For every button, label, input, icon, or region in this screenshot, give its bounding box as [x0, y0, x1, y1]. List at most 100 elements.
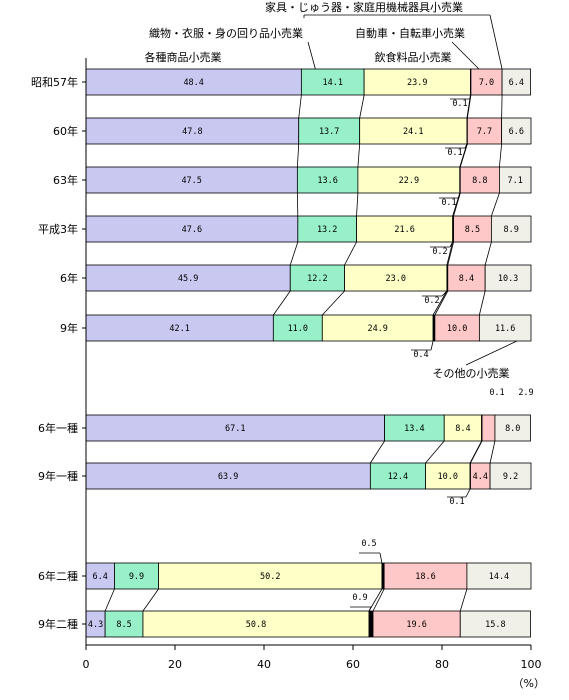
- label-furniture: 家具・じゅう器・家庭用機械器具小売業: [265, 0, 463, 14]
- value-label-h9-food: 24.9: [367, 324, 387, 334]
- value-label-h9-other: 11.6: [495, 324, 515, 334]
- bar-h9-2-furniture: [372, 610, 461, 638]
- bar-h6-1-general: [85, 414, 385, 442]
- value-label-h9-2-auto: 0.9: [352, 593, 367, 603]
- bar-h9-1-textile: [369, 462, 426, 490]
- value-label-h6-2-general: 6.4: [93, 572, 108, 582]
- value-label-s57-other: 6.4: [509, 78, 524, 88]
- bar-h6-other: [484, 264, 532, 292]
- value-label-h9-2-food: 50.8: [246, 620, 266, 630]
- connector-line: [459, 588, 468, 612]
- connector-line: [344, 241, 357, 266]
- category-annotations: 家具・じゅう器・家庭用機械器具小売業 織物・衣服・身の回り品小売業 自動車・自転…: [145, 0, 546, 690]
- bar-h6-1-furniture: [481, 414, 496, 442]
- x-tick-label: 20: [168, 658, 182, 671]
- value-label-h9-1-textile: 12.4: [388, 472, 408, 482]
- value-label-s60-general: 47.8: [182, 127, 202, 137]
- bar-h3-textile: [297, 215, 357, 243]
- connector-line: [425, 440, 445, 464]
- label-auto: 自動車・自転車小売業: [355, 26, 465, 40]
- value-label-s57-food: 23.9: [407, 78, 427, 88]
- connector-line: [446, 241, 454, 266]
- connector-line: [432, 290, 448, 316]
- bar-s57-food: [363, 68, 471, 96]
- connector-line: [372, 588, 385, 612]
- value-label-s60-textile: 13.7: [319, 127, 339, 137]
- connector-line: [499, 143, 503, 168]
- bar-h6-textile: [289, 264, 345, 292]
- value-label-s63-other: 7.1: [508, 176, 523, 186]
- x-tick-label: 0: [83, 658, 90, 671]
- leader-line: [464, 143, 468, 149]
- value-label-h6-2-furniture: 18.6: [415, 572, 435, 582]
- value-label-h9-1-general: 63.9: [218, 472, 238, 482]
- x-tick-label: 80: [435, 658, 449, 671]
- leader-line: [379, 552, 383, 564]
- value-label-h9-1-food: 10.0: [438, 472, 458, 482]
- bar-h9-furniture: [434, 314, 480, 342]
- x-unit-label: （%）: [513, 677, 545, 690]
- bar-h6-2-food: [158, 562, 383, 590]
- value-label-h6-furniture: 8.4: [459, 274, 474, 284]
- value-label-h6-other: 10.3: [498, 274, 518, 284]
- label-food: 飲食料品小売業: [375, 50, 452, 64]
- value-label-h9-general: 42.1: [169, 324, 189, 334]
- value-label-h6-1-food: 8.4: [455, 424, 470, 434]
- value-label-s57-auto: 0.1: [452, 99, 467, 109]
- connector-line: [357, 143, 361, 168]
- row-label-h6: 6年: [60, 271, 78, 285]
- connector-line: [289, 241, 299, 266]
- bar-h6-2-general: [85, 562, 115, 590]
- x-tick-label: 40: [257, 658, 271, 671]
- value-label-h6-1-furniture: 2.9: [518, 388, 533, 398]
- bar-s63-other: [499, 166, 532, 194]
- value-label-h3-auto: 0.2: [432, 247, 447, 257]
- bar-s57-furniture: [470, 68, 503, 96]
- value-label-h6-auto: 0.2: [424, 296, 439, 306]
- value-label-h9-1-other: 9.2: [503, 472, 518, 482]
- value-label-h9-auto: 0.4: [413, 350, 428, 360]
- bar-h6-1-other: [494, 414, 531, 442]
- value-label-h3-furniture: 8.5: [465, 225, 480, 235]
- x-axis: 0 20 40 60 80 100: [82, 58, 542, 671]
- bar-h3-food: [356, 215, 454, 243]
- row-label-s60: 60年: [53, 124, 78, 138]
- value-label-s60-food: 24.1: [403, 127, 423, 137]
- bar-h9-textile: [272, 314, 323, 342]
- bar-h9-1-other: [489, 462, 532, 490]
- value-label-h3-general: 47.6: [182, 225, 202, 235]
- value-label-h6-2-other: 14.4: [489, 572, 509, 582]
- bar-s63-furniture: [459, 166, 500, 194]
- bar-s63-general: [85, 166, 298, 194]
- value-label-s60-auto: 0.1: [447, 148, 462, 158]
- bar-h3-other: [490, 215, 532, 243]
- connector-line: [470, 440, 483, 464]
- annotation-leader-auto: [451, 41, 480, 70]
- annotation-leader-textile: [307, 41, 316, 70]
- value-label-h9-2-other: 15.8: [485, 620, 505, 630]
- value-label-s60-furniture: 7.7: [477, 127, 492, 137]
- value-label-s63-food: 22.9: [399, 176, 419, 186]
- value-label-h9-1-auto: 0.1: [449, 497, 464, 507]
- connector-line: [273, 290, 291, 316]
- connector-line: [452, 192, 461, 217]
- label-general: 各種商品小売業: [145, 50, 222, 64]
- value-label-h6-general: 45.9: [178, 274, 198, 284]
- connector-line: [370, 440, 385, 464]
- leader-line: [458, 192, 461, 199]
- connector-line: [459, 143, 468, 168]
- value-label-h9-1-furniture: 4.4: [473, 472, 488, 482]
- value-label-h3-textile: 13.2: [317, 225, 337, 235]
- connector-line: [298, 94, 302, 119]
- value-label-s63-auto: 0.1: [441, 198, 456, 208]
- row-label-h9: 9年: [60, 321, 78, 335]
- value-label-h9-2-furniture: 19.6: [406, 620, 426, 630]
- connector-line: [104, 588, 115, 612]
- connector-line: [478, 290, 486, 316]
- connector-line: [447, 241, 454, 266]
- value-label-h9-2-textile: 8.5: [116, 620, 131, 630]
- bar-s63-food: [357, 166, 461, 194]
- connector-line: [491, 192, 500, 217]
- connector-line: [459, 143, 468, 168]
- value-label-h9-2-general: 4.3: [88, 620, 103, 630]
